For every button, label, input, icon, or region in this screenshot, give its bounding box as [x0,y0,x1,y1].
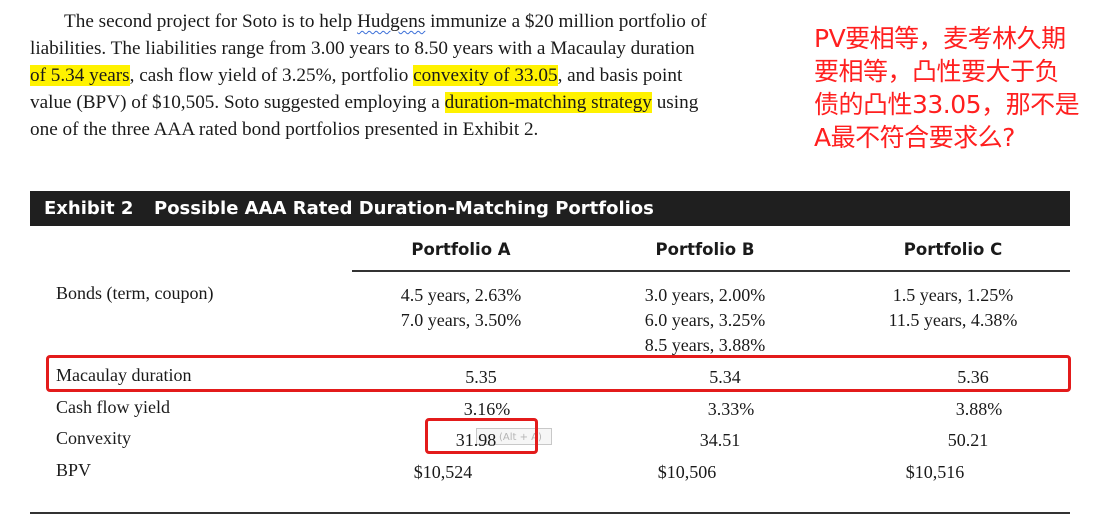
column-header-portfolio-a: Portfolio A [411,240,511,259]
cell-convexity-a: 31.98 [455,430,497,450]
row-label-macaulay: Macaulay duration [56,365,192,385]
row-label-convexity: Convexity [56,428,131,448]
bond-a-2: 7.0 years, 3.50% [400,310,522,330]
cell-macaulay-c: 5.36 [957,367,989,387]
cell-yield-c: 3.88% [955,399,1003,419]
cell-bpv-b: $10,506 [657,462,717,482]
exhibit-label: Exhibit 2 [44,198,134,219]
column-header-portfolio-b: Portfolio B [655,240,755,259]
bond-c-2: 11.5 years, 4.38% [888,310,1018,330]
note-line-4: A最不符合要求么? [814,123,1015,152]
highlight-convexity: convexity of 33.05 [413,65,558,86]
cell-macaulay-b: 5.34 [709,367,741,387]
faded-tooltip: (Alt + A) [476,428,552,445]
annotation-note: PV要相等，麦考林久期 要相等，凸性要大于负 债的凸性33.05，那不是 A最不… [814,22,1098,154]
passage-line-4: value (BPV) of $10,505. Soto suggested e… [30,92,699,113]
row-label-cash-flow-yield: Cash flow yield [56,397,170,417]
exhibit-title: Possible AAA Rated Duration-Matching Por… [154,198,654,219]
header-rule [352,270,1070,272]
spellcheck-word: Hudgens [357,11,426,32]
bond-b-3: 8.5 years, 3.88% [644,335,766,355]
highlight-duration: of 5.34 years [30,65,130,86]
passage-line-1: The second project for Soto is to help H… [64,11,707,32]
cell-bonds-a: 4.5 years, 2.63% 7.0 years, 3.50% [351,283,571,333]
passage-line-5: one of the three AAA rated bond portfoli… [30,119,539,140]
cell-bpv-a: $10,524 [413,462,473,482]
cell-yield-a: 3.16% [463,399,511,419]
note-line-2: 要相等，凸性要大于负 [814,57,1060,86]
cell-bonds-c: 1.5 years, 1.25% 11.5 years, 4.38% [843,283,1063,333]
bond-b-2: 6.0 years, 3.25% [644,310,766,330]
cell-bonds-b: 3.0 years, 2.00% 6.0 years, 3.25% 8.5 ye… [595,283,815,358]
markup-box-macaulay-row [46,355,1071,392]
column-header-portfolio-c: Portfolio C [903,240,1003,259]
note-line-1: PV要相等，麦考林久期 [814,24,1066,53]
row-label-bpv: BPV [56,460,92,480]
table-bottom-rule [30,512,1070,514]
cell-bpv-c: $10,516 [905,462,965,482]
markup-box-convexity-a [425,418,538,454]
bond-c-1: 1.5 years, 1.25% [892,285,1014,305]
row-label-bonds: Bonds (term, coupon) [56,283,214,303]
case-passage: The second project for Soto is to help H… [30,8,805,143]
cell-convexity-c: 50.21 [947,430,989,450]
bond-a-1: 4.5 years, 2.63% [400,285,522,305]
cell-yield-b: 3.33% [707,399,755,419]
bond-b-1: 3.0 years, 2.00% [644,285,766,305]
highlight-strategy: duration-matching strategy [444,92,652,113]
note-line-3: 债的凸性33.05，那不是 [814,90,1080,119]
cell-convexity-b: 34.51 [699,430,741,450]
passage-line-3: of 5.34 years, cash flow yield of 3.25%,… [30,65,683,86]
passage-line-2: liabilities. The liabilities range from … [30,38,695,59]
cell-macaulay-a: 5.35 [465,367,497,387]
exhibit-header: Exhibit 2 Possible AAA Rated Duration-Ma… [30,191,1070,226]
